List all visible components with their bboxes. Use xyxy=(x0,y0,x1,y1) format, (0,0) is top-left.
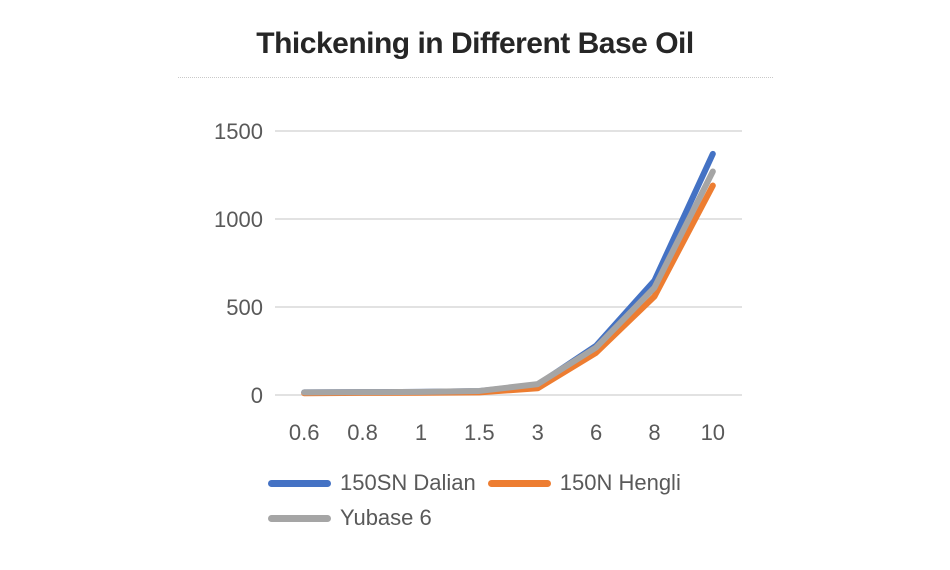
legend-label: 150N Hengli xyxy=(559,470,681,495)
series-line-150sn-dalian xyxy=(301,150,716,396)
legend-line-swatch-orange xyxy=(487,479,551,487)
legend-label: Yubase 6 xyxy=(340,505,432,530)
x-axis-tick-label: 0.8 xyxy=(347,420,378,445)
legend-line-swatch-blue xyxy=(268,479,331,487)
legend-item-150n-hengli: 150N Hengli xyxy=(487,470,681,495)
y-axis-tick-label: 1000 xyxy=(214,207,263,232)
x-axis-tick-label: 1 xyxy=(415,420,427,445)
legend-item-150sn-dalian: 150SN Dalian xyxy=(268,472,476,494)
title-separator xyxy=(178,77,773,78)
legend-line-swatch-gray xyxy=(268,514,331,522)
chart-legend: 150SN Dalian 150N Hengli Yubase 6 xyxy=(268,472,728,529)
y-axis-tick-label: 500 xyxy=(226,295,263,320)
chart-title: Thickening in Different Base Oil xyxy=(256,27,694,60)
x-axis-tick-label: 1.5 xyxy=(464,420,495,445)
x-axis-tick-label: 3 xyxy=(532,420,544,445)
x-axis-tick-label: 6 xyxy=(590,420,602,445)
legend-label: 150SN Dalian xyxy=(340,470,476,495)
x-axis-tick-label: 10 xyxy=(701,420,725,445)
legend-item-yubase-6: Yubase 6 xyxy=(268,507,432,529)
y-axis-tick-label: 0 xyxy=(251,383,263,408)
x-axis-tick-label: 8 xyxy=(648,420,660,445)
series-line-yubase-6 xyxy=(301,168,716,396)
y-axis-tick-label: 1500 xyxy=(214,119,263,144)
x-axis-tick-label: 0.6 xyxy=(289,420,320,445)
